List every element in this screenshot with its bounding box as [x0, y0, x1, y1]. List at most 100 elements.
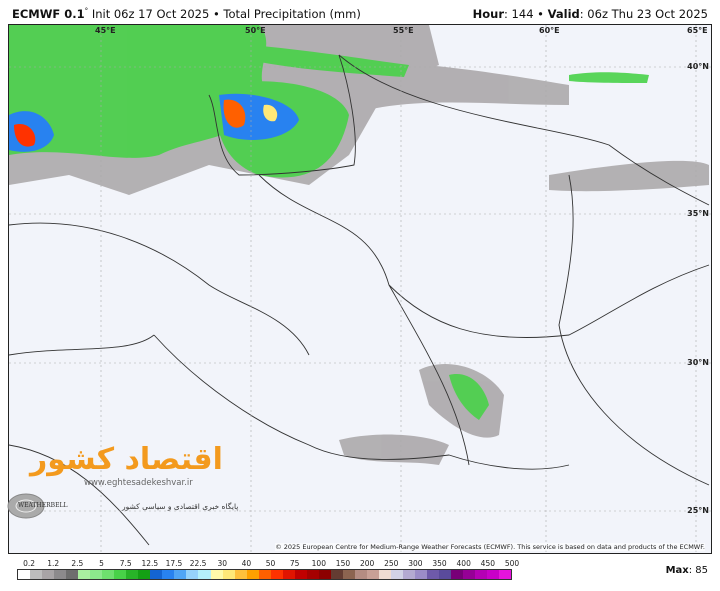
colorbar-swatch	[186, 570, 199, 579]
valid-label: Valid	[547, 7, 580, 21]
weatherbell-text: WEATHERBELL	[18, 502, 68, 509]
lon-label: 60°E	[539, 26, 560, 35]
colorbar-swatch	[306, 570, 319, 579]
valid-info: Hour: 144 • Valid: 06z Thu 23 Oct 2025	[473, 7, 708, 21]
lon-label: 50°E	[245, 26, 266, 35]
separator: •	[537, 7, 544, 21]
lat-label: 40°N	[687, 62, 709, 71]
lon-label: 45°E	[95, 26, 116, 35]
colorbar-swatch	[342, 570, 355, 579]
colorbar-swatch	[378, 570, 391, 579]
colorbar-swatch	[390, 570, 403, 579]
lat-label: 25°N	[687, 506, 709, 515]
colorbar-label: 5	[99, 559, 104, 568]
hour-value: : 144	[504, 7, 534, 21]
caspian-coast	[208, 54, 356, 176]
separator: •	[212, 7, 220, 21]
colorbar-swatch	[499, 570, 512, 579]
colorbar-label: 300	[408, 559, 423, 568]
colorbar-swatch	[198, 570, 211, 579]
precipitation-map: 45°E 50°E 55°E 60°E 65°E 40°N 35°N 30°N …	[8, 24, 712, 554]
model-name: ECMWF 0.1	[12, 7, 85, 21]
colorbar-label: 500	[504, 559, 520, 568]
lon-label: 65°E	[687, 26, 708, 35]
valid-value: : 06z Thu 23 Oct 2025	[579, 7, 708, 21]
colorbar-swatch	[330, 570, 343, 579]
colorbar-swatch	[66, 570, 79, 579]
colorbar-swatch	[475, 570, 488, 579]
field-name: Total Precipitation (mm)	[223, 7, 361, 21]
degree-symbol: °	[84, 7, 89, 16]
max-value: Max: 85	[666, 565, 708, 576]
map-title: ECMWF 0.1° Init 06z 17 Oct 2025 • Total …	[12, 7, 361, 21]
colorbar-swatch	[246, 570, 259, 579]
colorbar-swatch	[294, 570, 307, 579]
hour-label: Hour	[472, 7, 505, 21]
colorbar-swatch	[42, 570, 55, 579]
watermark-logo: اقتصاد کشور www.eghtesadekeshvar.ir پایگ…	[4, 420, 264, 520]
colorbar-swatch	[318, 570, 331, 579]
max-number: : 85	[688, 565, 708, 576]
colorbar-swatch	[90, 570, 103, 579]
map-graphics	[9, 25, 711, 553]
colorbar-swatch	[439, 570, 452, 579]
colorbar-labels: 0.2 1.2 2.5 5 7.5 12.5 17.5 22.5 30 40 50 75 100 150 2…	[17, 559, 519, 569]
colorbar-swatch	[258, 570, 271, 579]
lon-label: 55°E	[393, 26, 414, 35]
colorbar-label: 2.5	[71, 559, 84, 568]
colorbar-swatch	[150, 570, 163, 579]
colorbar-label: 50	[265, 559, 276, 568]
borders	[9, 54, 710, 546]
colorbar-swatch	[427, 570, 440, 579]
weatherbell-swirl-icon	[7, 493, 45, 519]
colorbar-label: 200	[359, 559, 375, 568]
colorbar-swatch	[282, 570, 295, 579]
colorbar-label: 7.5	[119, 559, 132, 568]
logo-url: www.eghtesadekeshvar.ir	[84, 478, 193, 488]
colorbar-swatch	[210, 570, 223, 579]
colorbar-label: 450	[480, 559, 496, 568]
colorbar-swatch	[18, 570, 31, 579]
colorbar-swatch	[234, 570, 247, 579]
colorbar-swatch	[451, 570, 464, 579]
precip-heavy	[14, 99, 278, 147]
colorbar	[17, 569, 512, 580]
colorbar-swatch	[403, 570, 416, 579]
colorbar-label: 40	[241, 559, 252, 568]
colorbar-swatch	[415, 570, 428, 579]
max-label: Max	[665, 565, 689, 576]
init-time: Init 06z 17 Oct 2025	[91, 7, 210, 21]
colorbar-swatch	[270, 570, 283, 579]
colorbar-swatch	[162, 570, 175, 579]
lat-label: 35°N	[687, 209, 709, 218]
colorbar-label: 350	[432, 559, 447, 568]
graticule	[9, 25, 711, 553]
colorbar-label: 17.5	[165, 559, 183, 568]
colorbar-swatch	[54, 570, 67, 579]
colorbar-label: 22.5	[189, 559, 207, 568]
lat-label: 30°N	[687, 358, 709, 367]
colorbar-label: 400	[456, 559, 471, 568]
colorbar-swatch	[78, 570, 91, 579]
colorbar-swatch	[102, 570, 115, 579]
colorbar-swatch	[366, 570, 379, 579]
colorbar-swatch	[114, 570, 127, 579]
colorbar-swatch	[174, 570, 187, 579]
colorbar-swatch	[222, 570, 235, 579]
colorbar-label: 150	[335, 559, 351, 568]
logo-tagline: پایگاه خبری اقتصادی و سیاسی کشور	[122, 502, 239, 511]
logo-text: اقتصاد کشور	[30, 442, 223, 477]
colorbar-swatch	[354, 570, 367, 579]
colorbar-label: 1.2	[47, 559, 60, 568]
colorbar-label: 0.2	[23, 559, 36, 568]
colorbar-swatch	[30, 570, 43, 579]
colorbar-swatch	[138, 570, 151, 579]
colorbar-swatch	[126, 570, 139, 579]
colorbar-swatch	[463, 570, 476, 579]
copyright-notice: © 2025 European Centre for Medium-Range …	[275, 543, 705, 551]
colorbar-label: 75	[289, 559, 300, 568]
colorbar-label: 12.5	[141, 559, 159, 568]
colorbar-label: 250	[384, 559, 399, 568]
colorbar-swatch	[487, 570, 500, 579]
colorbar-label: 30	[217, 559, 228, 568]
